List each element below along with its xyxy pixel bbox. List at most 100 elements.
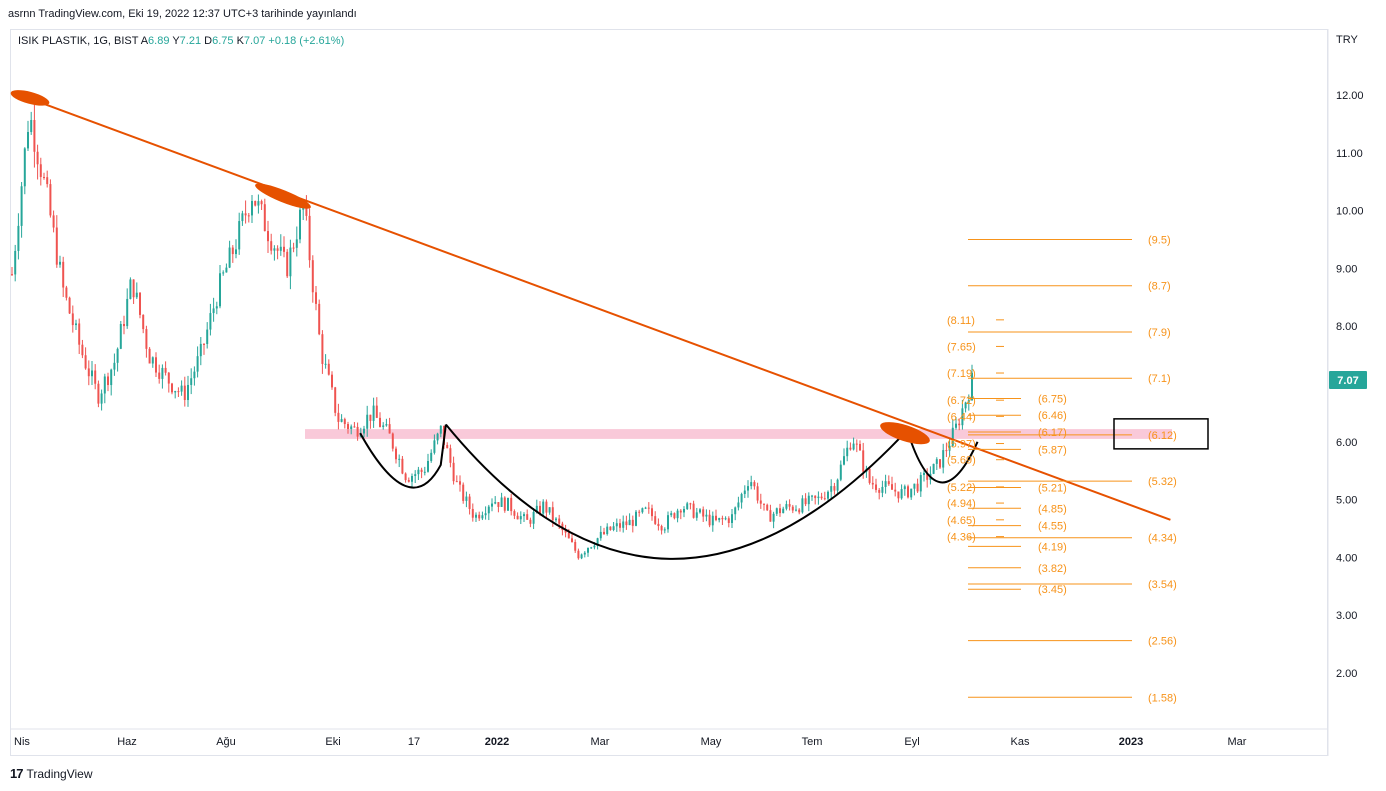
candle-body	[356, 426, 359, 437]
candle-body	[62, 261, 65, 288]
candle-body	[87, 368, 90, 377]
candle-body	[702, 509, 705, 517]
candle-body	[615, 523, 618, 527]
candle-body	[955, 423, 957, 428]
candle-body	[196, 356, 199, 372]
candle-body	[939, 459, 941, 468]
candle-body	[695, 512, 698, 518]
candle-body	[772, 513, 775, 522]
candle-body	[683, 508, 685, 513]
fib-left-label: (8.11)	[947, 315, 975, 327]
candle-body	[721, 517, 724, 520]
candle-body	[417, 469, 420, 475]
candle-body	[891, 484, 893, 490]
candle-body	[900, 489, 903, 499]
candle-body	[139, 292, 141, 315]
candle-body	[779, 508, 781, 514]
candle-body	[289, 247, 292, 277]
candle-body	[462, 484, 465, 501]
candle-body	[151, 357, 154, 364]
fib-right-label: (8.7)	[1148, 281, 1171, 293]
candle-body	[769, 510, 772, 522]
last-price-badge	[1329, 370, 1367, 389]
candle-body	[871, 482, 874, 485]
candle-body	[295, 239, 298, 248]
candle-body	[788, 504, 791, 507]
candle-body	[791, 506, 794, 511]
fib-left-label: (6.72)	[947, 395, 976, 407]
candle-body	[180, 385, 183, 392]
candle-body	[164, 367, 167, 373]
candle-body	[833, 486, 836, 491]
candle-body	[596, 538, 599, 546]
candle-body	[551, 507, 554, 521]
fib-right-label: (5.32)	[1148, 476, 1177, 488]
candle-body	[174, 391, 177, 393]
candle-body	[510, 497, 513, 512]
candle-body	[519, 516, 522, 520]
candle-body	[260, 201, 263, 205]
candle-body	[123, 324, 125, 327]
fib-mid-label: (6.75)	[1038, 393, 1067, 405]
candle-body	[135, 292, 138, 298]
candle-body	[148, 348, 151, 364]
candle-body	[84, 355, 87, 369]
candle-body	[587, 547, 589, 553]
candle-body	[263, 204, 266, 232]
candle-body	[372, 405, 375, 421]
x-axis-tick: Mar	[1228, 736, 1247, 748]
fib-mid-label: (5.87)	[1038, 444, 1067, 456]
candle-body	[81, 344, 84, 356]
candle-body	[471, 508, 474, 518]
candle-body	[27, 132, 29, 149]
fib-right-label: (7.1)	[1148, 373, 1171, 385]
candle-body	[283, 246, 285, 252]
candle-body	[116, 348, 119, 363]
candle-body	[657, 523, 660, 527]
touch-point-2	[255, 183, 311, 209]
candle-body	[487, 506, 490, 514]
candle-body	[718, 517, 721, 521]
brand-name: TradingView	[26, 766, 93, 781]
candle-body	[881, 486, 884, 493]
candle-body	[468, 496, 471, 509]
tradingview-brand[interactable]: 17 TradingView	[10, 766, 93, 781]
close-value: 7.07	[243, 35, 266, 47]
candle-body	[849, 447, 852, 450]
candle-body	[711, 515, 714, 526]
candle-body	[577, 550, 580, 559]
descending-trendline	[11, 91, 1171, 521]
candle-body	[542, 501, 545, 514]
candle-body	[100, 393, 103, 404]
fib-right-label: (9.5)	[1148, 235, 1171, 247]
candle-body	[110, 369, 113, 386]
open-value: 6.89	[148, 35, 170, 47]
candle-body	[820, 496, 823, 499]
candle-body	[958, 423, 961, 426]
last-price-text: 7.07	[1337, 375, 1358, 387]
candle-body	[286, 251, 289, 277]
candle-body	[724, 518, 727, 520]
candle-body	[343, 419, 346, 425]
fib-left-label: (5.97)	[947, 439, 976, 451]
candle-body	[654, 516, 657, 524]
candle-body	[347, 424, 349, 429]
candle-body	[439, 425, 442, 434]
x-axis-tick: 2022	[485, 736, 509, 748]
fib-right-label: (6.12)	[1148, 430, 1177, 442]
candle-body	[171, 383, 173, 393]
candle-body	[660, 526, 663, 531]
candle-body	[187, 384, 189, 401]
candle-body	[113, 362, 116, 370]
candle-body	[580, 554, 583, 559]
high-label: Y	[172, 35, 180, 47]
candle-body	[795, 509, 797, 511]
candle-body	[503, 497, 506, 511]
fib-left-label: (5.69)	[947, 455, 976, 467]
candle-body	[167, 372, 170, 384]
candle-body	[251, 200, 253, 216]
left-handle-curve	[359, 424, 447, 489]
highlight-box	[1113, 418, 1209, 450]
candle-body	[203, 343, 205, 345]
